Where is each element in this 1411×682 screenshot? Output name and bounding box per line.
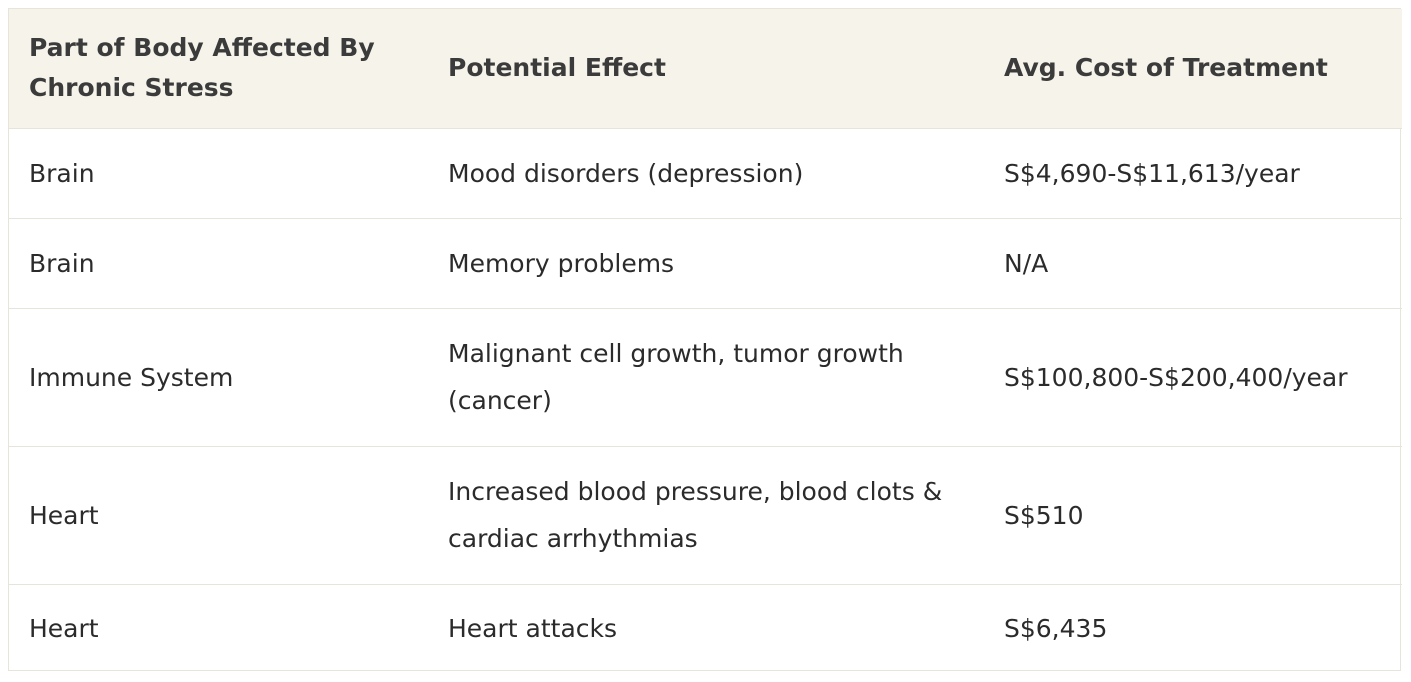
cell-potential-effect: Memory problems (428, 217, 984, 308)
table-row: Immune System Malignant cell growth, tum… (9, 307, 1402, 446)
cell-avg-cost: S$510 (984, 445, 1402, 584)
data-table: Part of Body Affected By Chronic Stress … (9, 9, 1402, 672)
table-row: Brain Memory problems N/A (9, 217, 1402, 308)
cell-potential-effect: Heart attacks (428, 583, 984, 672)
header-avg-cost: Avg. Cost of Treatment (1004, 53, 1328, 83)
table-row: Brain Mood disorders (depression) S$4,69… (9, 127, 1402, 218)
table-row: Heart Increased blood pressure, blood cl… (9, 445, 1402, 584)
cell-body-part: Heart (9, 445, 428, 584)
cell-avg-cost: N/A (984, 217, 1402, 308)
cell-avg-cost: S$4,690-S$11,613/year (984, 127, 1402, 218)
table-header: Part of Body Affected By Chronic Stress … (9, 9, 1402, 128)
cell-body-part: Brain (9, 217, 428, 308)
cell-potential-effect: Malignant cell growth, tumor growth (can… (428, 307, 984, 446)
cell-body-part: Brain (9, 127, 428, 218)
cell-body-part: Immune System (9, 307, 428, 446)
cell-body-part: Heart (9, 583, 428, 672)
cell-potential-effect: Mood disorders (depression) (428, 127, 984, 218)
table-body: Brain Mood disorders (depression) S$4,69… (9, 127, 1402, 672)
header-row: Part of Body Affected By Chronic Stress … (9, 9, 1402, 128)
stress-cost-table: Part of Body Affected By Chronic Stress … (8, 8, 1402, 672)
header-potential-effect: Potential Effect (448, 53, 666, 83)
cell-potential-effect: Increased blood pressure, blood clots & … (428, 445, 984, 584)
header-body-part: Part of Body Affected By Chronic Stress (29, 33, 375, 103)
table-row: Heart Heart attacks S$6,435 (9, 583, 1402, 672)
cell-avg-cost: S$6,435 (984, 583, 1402, 672)
cell-avg-cost: S$100,800-S$200,400/year (984, 307, 1402, 446)
